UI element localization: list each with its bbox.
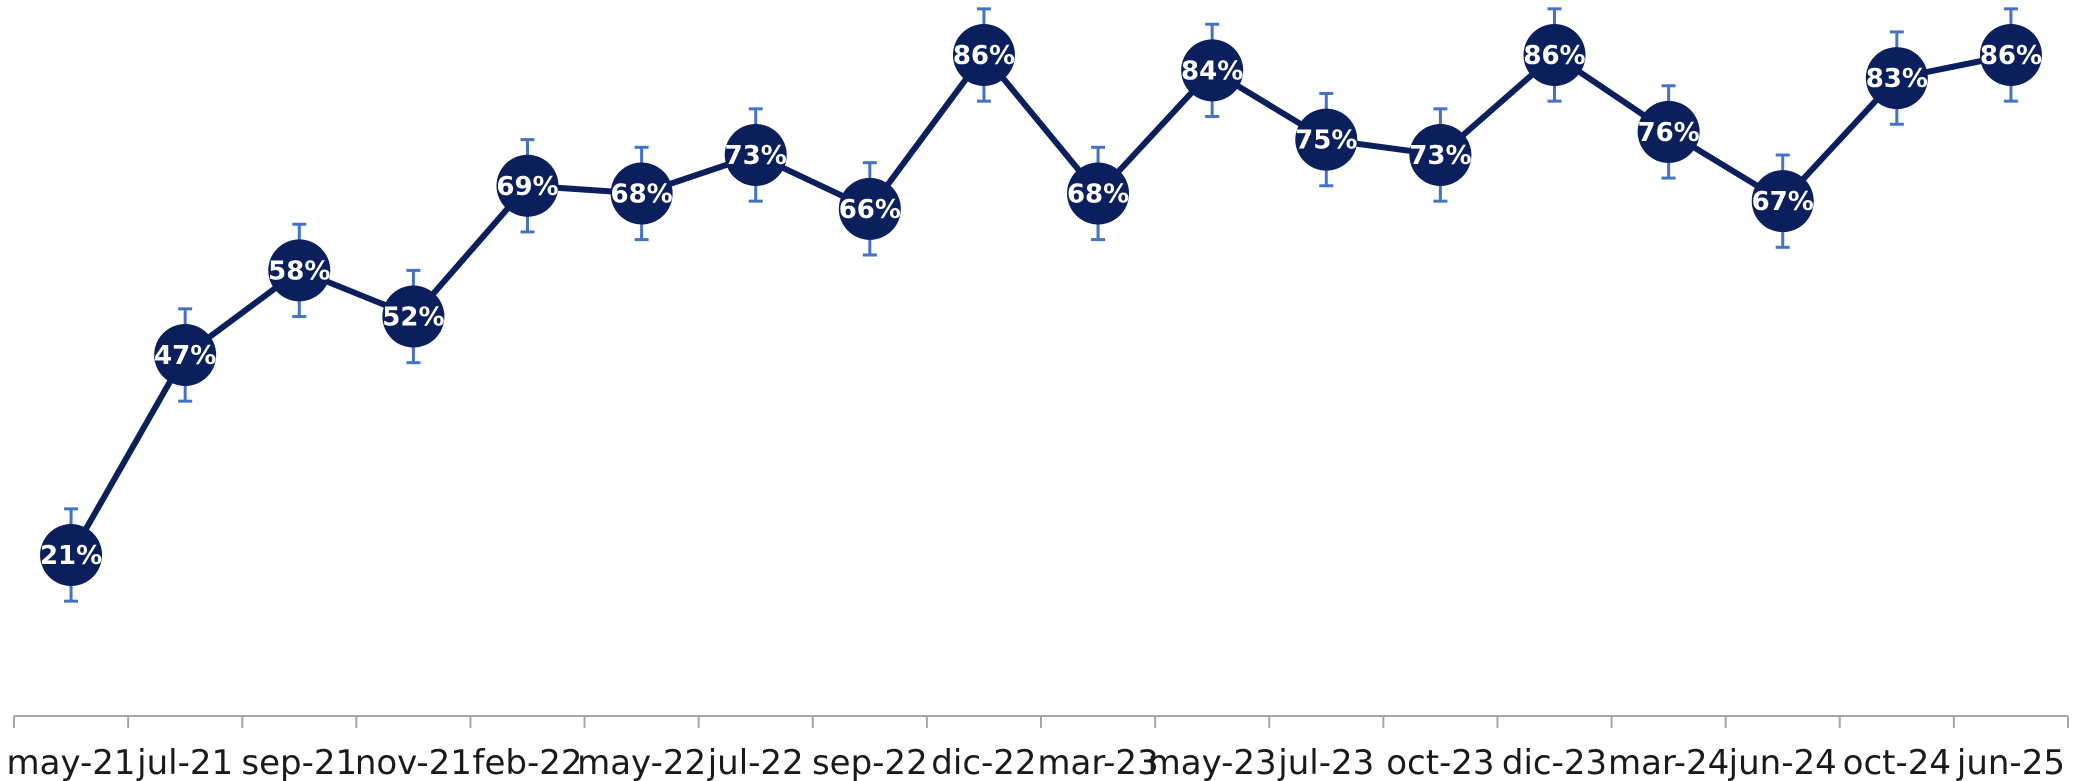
data-label: 86% — [1523, 41, 1585, 71]
data-label: 21% — [40, 541, 102, 571]
data-point — [838, 177, 901, 240]
data-label: 76% — [1637, 118, 1699, 148]
data-label: 73% — [1409, 141, 1471, 171]
x-tick-label: may-22 — [577, 743, 706, 781]
x-tick-label: jul-22 — [707, 743, 804, 781]
x-tick-label: sep-21 — [241, 743, 357, 781]
x-tick-label: dic-22 — [931, 743, 1036, 781]
x-tick-label: jun-24 — [1728, 743, 1837, 781]
data-label: 69% — [496, 172, 558, 202]
data-label: 73% — [725, 141, 787, 171]
x-tick-label: may-21 — [7, 743, 136, 781]
data-label: 86% — [953, 41, 1015, 71]
series-line — [68, 52, 2012, 557]
x-tick-label: mar-24 — [1608, 743, 1729, 781]
data-labels: 21% 47% 58% 52% 69% 68% 73% 66% 86% 68% 84% 75% 73% 8… — [40, 41, 2042, 571]
data-label: 47% — [154, 341, 216, 371]
data-point — [268, 239, 331, 302]
data-label: 52% — [382, 303, 444, 333]
x-axis — [13, 715, 2069, 728]
data-point — [724, 124, 787, 186]
data-label: 68% — [1067, 179, 1129, 209]
data-label: 68% — [610, 179, 672, 209]
data-label: 84% — [1181, 56, 1243, 86]
x-tick-label: may-23 — [1148, 743, 1277, 781]
data-label: 66% — [839, 195, 901, 225]
x-tick-label: mar-23 — [1037, 743, 1158, 781]
data-point — [1409, 124, 1472, 186]
x-tick-label: jun-25 — [1956, 743, 2065, 781]
data-point — [952, 24, 1015, 86]
data-point — [496, 154, 559, 217]
x-tick-label: nov-21 — [355, 743, 472, 781]
data-point — [1751, 170, 1814, 233]
data-label: 75% — [1295, 126, 1357, 156]
data-label: 86% — [1980, 41, 2042, 71]
data-point — [610, 162, 673, 225]
data-point — [1295, 108, 1358, 171]
data-markers — [40, 24, 2042, 586]
series-line-path — [68, 52, 2012, 557]
x-tick-label: feb-22 — [472, 743, 582, 781]
x-tick-label: dic-23 — [1502, 743, 1607, 781]
data-point — [1523, 24, 1586, 86]
x-tick-label: oct-24 — [1843, 743, 1951, 781]
x-tick-label: sep-22 — [812, 743, 928, 781]
x-tick-label: oct-23 — [1386, 743, 1494, 781]
data-point — [1181, 39, 1244, 102]
error-bars — [64, 7, 2018, 603]
data-point — [40, 524, 103, 586]
data-point — [154, 324, 217, 386]
data-point — [1067, 162, 1130, 225]
data-label: 83% — [1866, 64, 1928, 94]
data-label: 67% — [1752, 187, 1814, 217]
x-tick-label: jul-23 — [1277, 743, 1374, 781]
data-point — [1865, 47, 1928, 110]
data-point — [1979, 24, 2042, 86]
data-label: 58% — [268, 256, 330, 286]
data-point — [382, 285, 445, 348]
x-tick-label: jul-21 — [136, 743, 233, 781]
data-point — [1637, 100, 1700, 163]
